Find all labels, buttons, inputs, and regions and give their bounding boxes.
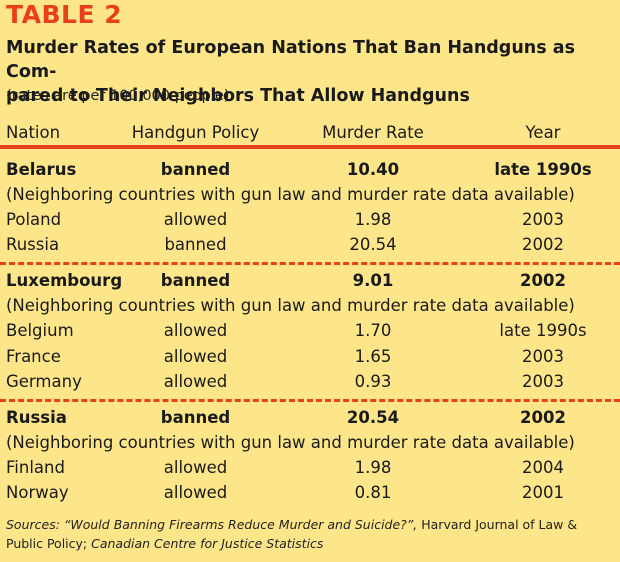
rate-cell: 20.54 — [349, 235, 397, 254]
neighbor-note: (Neighboring countries with gun law and … — [6, 185, 575, 204]
nation-cell: Luxembourg — [6, 271, 123, 290]
header-nation: Nation — [6, 123, 61, 142]
nation-cell: Norway — [6, 483, 69, 502]
neighbor-note: (Neighboring countries with gun law and … — [6, 296, 575, 315]
table-row: Russia banned 20.54 2002 — [0, 232, 620, 258]
policy-cell: allowed — [163, 321, 228, 340]
rate-cell: 1.98 — [354, 458, 392, 477]
rate-cell: 20.54 — [346, 408, 400, 427]
policy-cell: allowed — [163, 347, 228, 366]
year-cell: 2001 — [522, 483, 564, 502]
rate-cell: 1.98 — [354, 210, 392, 229]
sources-suffix: Canadian Centre for Justice Statistics — [91, 536, 324, 551]
table-subtitle: (rates are per 100,000 people) — [6, 88, 230, 104]
header-handgun-policy: Handgun Policy — [131, 123, 260, 142]
rate-cell: 0.81 — [354, 483, 392, 502]
sources-note: Sources: “Would Banning Firearms Reduce … — [6, 515, 614, 553]
rate-cell: 0.93 — [354, 372, 392, 391]
policy-cell: banned — [160, 160, 231, 179]
table-row-main: Belarus banned 10.40 late 1990s — [0, 157, 620, 183]
year-cell: late 1990s — [494, 160, 592, 179]
neighbor-note-row: (Neighboring countries with gun law and … — [0, 293, 620, 319]
table-title-line-1: Murder Rates of European Nations That Ba… — [6, 38, 575, 82]
year-cell: 2002 — [522, 235, 564, 254]
nation-cell: Russia — [6, 408, 67, 427]
policy-cell: allowed — [163, 483, 228, 502]
sources-middle: Harvard Journal of Law & Public Policy; — [6, 517, 578, 551]
year-cell: 2002 — [520, 271, 566, 290]
header-divider — [0, 145, 620, 149]
policy-cell: allowed — [163, 372, 228, 391]
table-label: TABLE 2 — [6, 0, 123, 29]
policy-cell: banned — [160, 271, 231, 290]
sources-prefix: Sources: “Would Banning Firearms Reduce … — [6, 517, 418, 532]
nation-cell: France — [6, 347, 61, 366]
policy-cell: allowed — [163, 210, 228, 229]
table-row: Belgium allowed 1.70 late 1990s — [0, 318, 620, 344]
header-year: Year — [525, 123, 561, 142]
nation-cell: Belgium — [6, 321, 74, 340]
group-divider — [0, 262, 620, 265]
table-row: Germany allowed 0.93 2003 — [0, 369, 620, 395]
policy-cell: allowed — [163, 458, 228, 477]
policy-cell: banned — [160, 408, 231, 427]
year-cell: 2003 — [522, 210, 564, 229]
year-cell: 2002 — [520, 408, 566, 427]
group-divider — [0, 399, 620, 402]
nation-cell: Belarus — [6, 160, 77, 179]
table-row: Poland allowed 1.98 2003 — [0, 207, 620, 233]
year-cell: 2003 — [522, 347, 564, 366]
table-title-line-2: pared to Their Neighbors That Allow Hand… — [6, 86, 470, 106]
table-row: France allowed 1.65 2003 — [0, 344, 620, 370]
rate-cell: 1.65 — [354, 347, 392, 366]
header-row: Nation Handgun Policy Murder Rate Year — [0, 120, 620, 146]
table-row: Finland allowed 1.98 2004 — [0, 455, 620, 481]
neighbor-note-row: (Neighboring countries with gun law and … — [0, 182, 620, 208]
neighbor-note-row: (Neighboring countries with gun law and … — [0, 430, 620, 456]
year-cell: late 1990s — [499, 321, 587, 340]
nation-cell: Germany — [6, 372, 82, 391]
table-title: Murder Rates of European Nations That Ba… — [6, 36, 612, 108]
table-row: Norway allowed 0.81 2001 — [0, 480, 620, 506]
year-cell: 2003 — [522, 372, 564, 391]
policy-cell: banned — [164, 235, 227, 254]
table-row-main: Russia banned 20.54 2002 — [0, 405, 620, 431]
table-row-main: Luxembourg banned 9.01 2002 — [0, 268, 620, 294]
nation-cell: Finland — [6, 458, 65, 477]
rate-cell: 10.40 — [346, 160, 400, 179]
neighbor-note: (Neighboring countries with gun law and … — [6, 433, 575, 452]
rate-cell: 1.70 — [354, 321, 392, 340]
nation-cell: Russia — [6, 235, 60, 254]
rate-cell: 9.01 — [352, 271, 394, 290]
nation-cell: Poland — [6, 210, 62, 229]
header-murder-rate: Murder Rate — [322, 123, 424, 142]
year-cell: 2004 — [522, 458, 564, 477]
